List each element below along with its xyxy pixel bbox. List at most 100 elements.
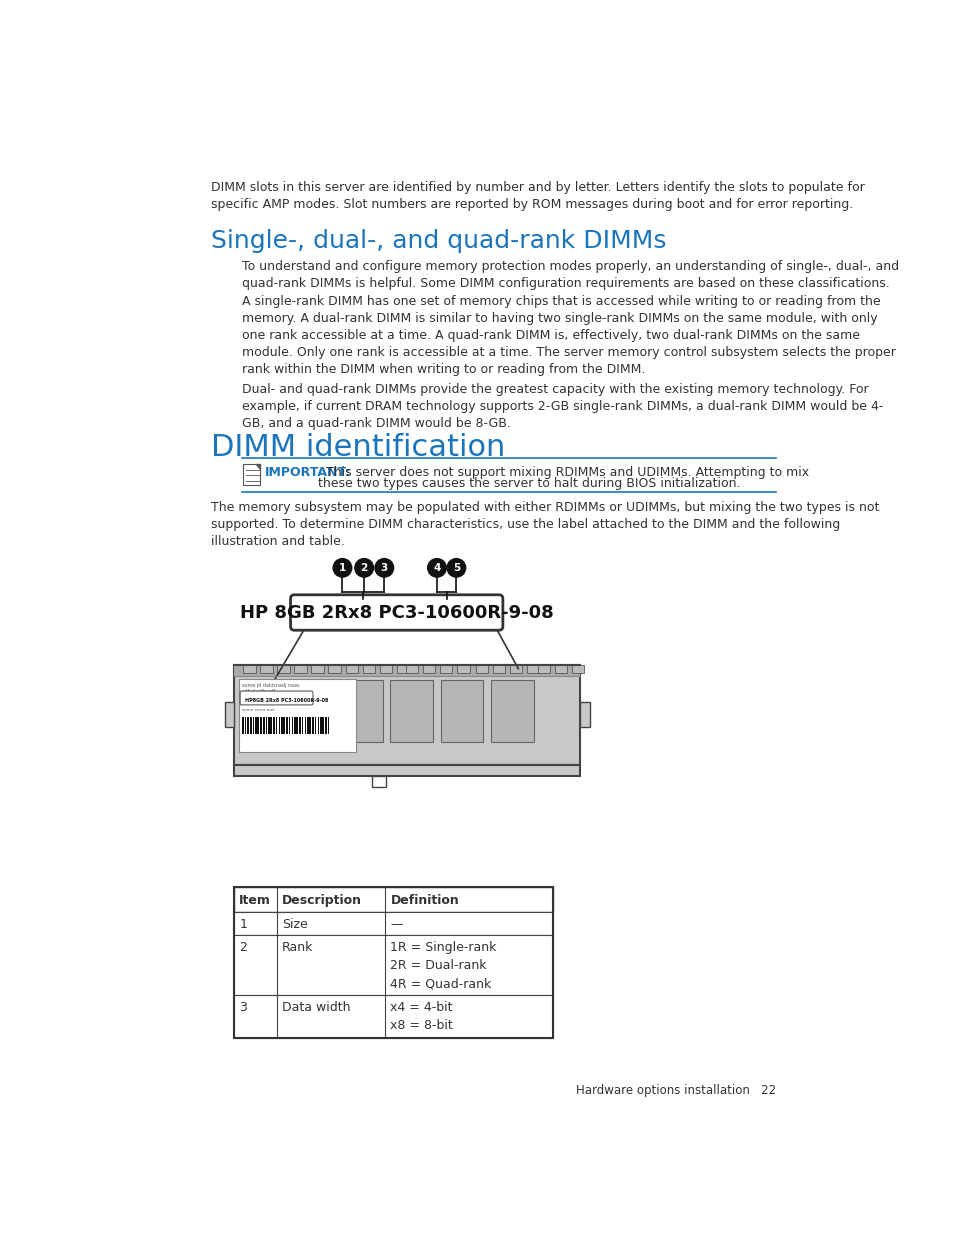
Bar <box>250 718 251 734</box>
Bar <box>294 664 307 673</box>
Bar <box>274 718 275 734</box>
Bar <box>292 718 293 734</box>
Text: 3: 3 <box>239 1002 247 1014</box>
Bar <box>224 701 233 727</box>
Circle shape <box>355 558 373 577</box>
Bar <box>243 718 244 734</box>
Bar <box>253 718 254 734</box>
Bar <box>233 888 553 1037</box>
Bar <box>285 718 287 734</box>
Bar <box>571 664 583 673</box>
Bar <box>301 718 303 734</box>
Text: DIMM slots in this server are identified by number and by letter. Letters identi: DIMM slots in this server are identified… <box>211 180 863 210</box>
Bar <box>295 718 296 734</box>
Bar <box>318 718 319 734</box>
Text: Data width: Data width <box>282 1002 350 1014</box>
Bar <box>241 718 243 734</box>
Bar <box>340 680 382 742</box>
Bar <box>390 680 433 742</box>
Bar <box>269 718 271 734</box>
Bar <box>279 718 280 734</box>
Bar <box>246 718 248 734</box>
Bar <box>254 718 255 734</box>
Text: 5: 5 <box>453 563 459 573</box>
Bar <box>239 679 355 752</box>
FancyBboxPatch shape <box>291 595 502 630</box>
Text: Rank: Rank <box>282 941 313 955</box>
Bar <box>313 718 314 734</box>
Bar <box>260 664 273 673</box>
Bar <box>314 718 315 734</box>
Bar <box>275 718 276 734</box>
Text: Description: Description <box>282 894 361 908</box>
Text: 3: 3 <box>380 563 388 573</box>
Bar <box>248 718 249 734</box>
Bar <box>289 718 290 734</box>
Bar <box>298 718 299 734</box>
Text: 1: 1 <box>239 918 247 931</box>
Text: some extra text: some extra text <box>242 708 274 713</box>
Polygon shape <box>255 464 260 468</box>
Bar <box>266 718 267 734</box>
Bar <box>273 718 274 734</box>
Bar <box>259 718 260 734</box>
Bar <box>526 664 538 673</box>
Bar <box>277 664 290 673</box>
Circle shape <box>447 558 465 577</box>
Text: —: — <box>390 918 402 931</box>
Bar <box>268 718 269 734</box>
Bar <box>379 664 392 673</box>
Bar <box>233 888 553 911</box>
Bar <box>396 664 409 673</box>
Bar <box>326 718 327 734</box>
Bar <box>439 664 452 673</box>
Bar <box>307 718 308 734</box>
Bar <box>233 664 579 764</box>
Bar <box>300 718 301 734</box>
Bar <box>579 701 589 727</box>
Bar <box>321 718 322 734</box>
Text: these two types causes the server to halt during BIOS initialization.: these two types causes the server to hal… <box>317 477 740 490</box>
Bar <box>233 935 553 995</box>
Bar <box>282 718 283 734</box>
Bar <box>406 664 418 673</box>
Text: A single-rank DIMM has one set of memory chips that is accessed while writing to: A single-rank DIMM has one set of memory… <box>241 294 895 375</box>
Bar <box>491 680 534 742</box>
Bar <box>263 718 264 734</box>
Text: some jd daklsnadj naas: some jd daklsnadj naas <box>242 683 299 688</box>
Bar <box>456 664 469 673</box>
Text: 1: 1 <box>338 563 346 573</box>
Bar <box>233 664 579 676</box>
Text: Definition: Definition <box>390 894 458 908</box>
Bar <box>328 664 340 673</box>
Text: Item: Item <box>239 894 271 908</box>
Text: 4: 4 <box>433 563 440 573</box>
Bar <box>290 680 332 742</box>
Bar <box>243 664 255 673</box>
Text: To understand and configure memory protection modes properly, an understanding o: To understand and configure memory prote… <box>241 259 898 290</box>
Circle shape <box>333 558 352 577</box>
Text: 2: 2 <box>239 941 247 955</box>
Bar <box>256 718 257 734</box>
Bar <box>537 664 550 673</box>
Bar <box>476 664 488 673</box>
Text: Single-, dual-, and quad-rank DIMMs: Single-, dual-, and quad-rank DIMMs <box>211 228 665 253</box>
Text: 2: 2 <box>360 563 368 573</box>
Bar <box>243 464 260 485</box>
Text: HP 8GB 2Rx8 PC3-10600R-9-08: HP 8GB 2Rx8 PC3-10600R-9-08 <box>239 604 553 621</box>
Bar <box>422 664 435 673</box>
Bar <box>233 911 553 935</box>
Text: sdfsd sdfs sdf: sdfsd sdfs sdf <box>242 689 275 694</box>
Bar <box>312 718 313 734</box>
Text: This server does not support mixing RDIMMs and UDIMMs. Attempting to mix: This server does not support mixing RDIM… <box>317 466 808 479</box>
Bar <box>324 718 326 734</box>
Bar <box>261 718 262 734</box>
Bar <box>280 718 282 734</box>
Bar <box>509 664 521 673</box>
Bar <box>287 718 288 734</box>
Text: IMPORTANT:: IMPORTANT: <box>265 466 351 479</box>
Bar <box>362 664 375 673</box>
Circle shape <box>375 558 394 577</box>
Bar <box>308 718 310 734</box>
Bar <box>493 664 505 673</box>
